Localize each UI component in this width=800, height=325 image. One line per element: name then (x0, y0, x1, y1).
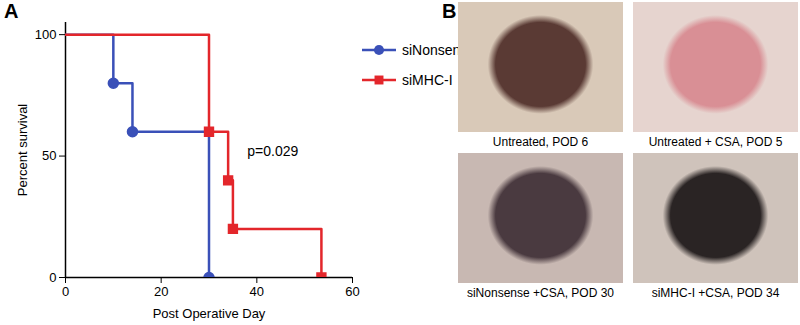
svg-text:0: 0 (62, 284, 69, 299)
svg-text:Percent survival: Percent survival (15, 104, 30, 197)
svg-text:p=0.029: p=0.029 (247, 143, 298, 159)
svg-text:0: 0 (49, 270, 56, 285)
html-text:A: A (4, 0, 19, 22)
html-text:B: B (442, 0, 457, 22)
html-text:siNonsense: siNonsense (402, 42, 476, 58)
svg-text:100: 100 (35, 27, 57, 42)
html-text:Untreated + CSA, POD 5: Untreated + CSA, POD 5 (648, 135, 783, 149)
html-text:siNonsense +CSA, POD 30: siNonsense +CSA, POD 30 (467, 286, 614, 300)
html-text:Untreated, POD 6: Untreated, POD 6 (492, 135, 589, 149)
svg-text:40: 40 (250, 284, 264, 299)
svg-text:20: 20 (154, 284, 168, 299)
svg-text:50: 50 (42, 148, 56, 163)
svg-text:60: 60 (345, 284, 359, 299)
svg-text:Post Operative Day: Post Operative Day (153, 306, 266, 321)
html-text:siMHC-I +CSA, POD 34: siMHC-I +CSA, POD 34 (651, 286, 780, 300)
html-text:siMHC-I: siMHC-I (402, 72, 453, 88)
